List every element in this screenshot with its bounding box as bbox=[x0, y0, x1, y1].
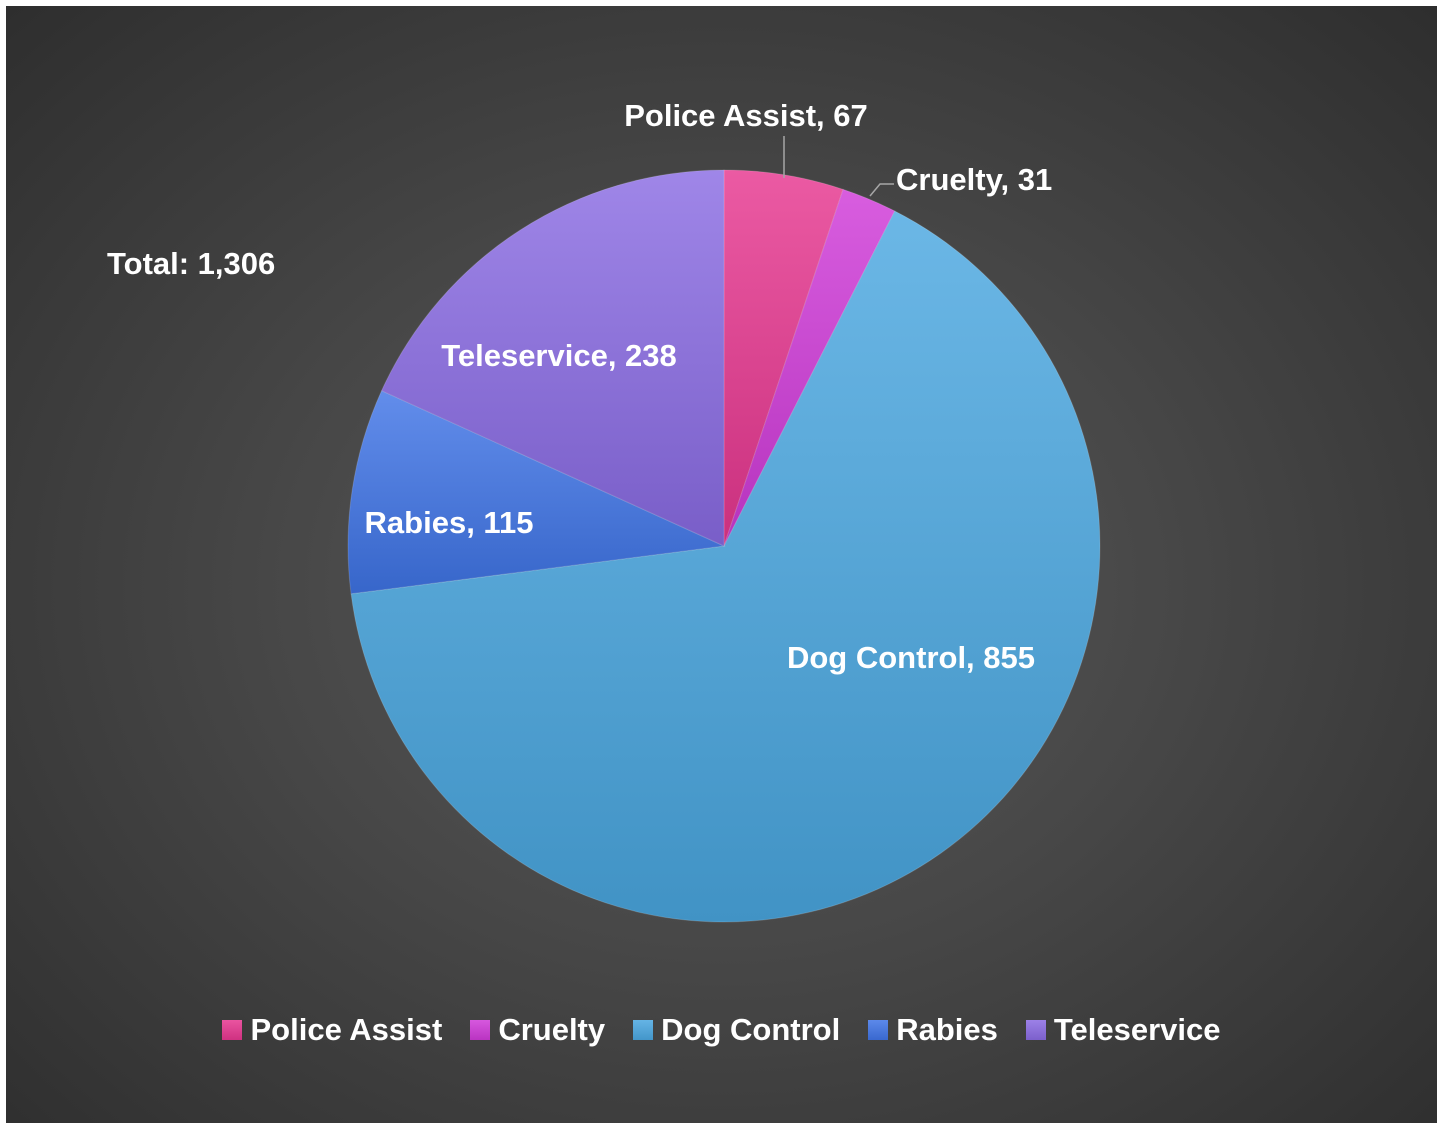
legend-cruelty: Cruelty bbox=[470, 1012, 605, 1048]
legend-rabies-label: Rabies bbox=[896, 1012, 998, 1047]
legend-rabies: Rabies bbox=[868, 1012, 998, 1048]
label-rabies: Rabies, 115 bbox=[365, 505, 534, 540]
label-dog-control: Dog Control, 855 bbox=[787, 640, 1035, 675]
legend-teleservice-swatch bbox=[1025, 1020, 1046, 1040]
label-teleservice: Teleservice, 238 bbox=[441, 338, 677, 373]
label-cruelty: Cruelty, 31 bbox=[896, 162, 1052, 197]
legend-cruelty-label: Cruelty bbox=[498, 1012, 606, 1047]
pie-chart: Police Assist, 67 Cruelty, 31 Dog Control,… bbox=[347, 98, 1101, 923]
label-police-assist: Police Assist, 67 bbox=[624, 98, 868, 133]
chart-area: Police Assist, 67 Cruelty, 31 Dog Control,… bbox=[6, 6, 1437, 1123]
legend-rabies-swatch bbox=[868, 1020, 889, 1040]
legend-dog-control-label: Dog Control bbox=[661, 1012, 841, 1047]
total-label: Total: 1,306 bbox=[107, 246, 276, 281]
legend-police-assist: Police Assist bbox=[222, 1012, 442, 1048]
legend-dog-control: Dog Control bbox=[633, 1012, 840, 1048]
legend-police-assist-swatch bbox=[222, 1020, 243, 1040]
slice-dog-control bbox=[350, 210, 1101, 923]
slice-rabies bbox=[347, 390, 726, 595]
legend-teleservice: Teleservice bbox=[1025, 1012, 1221, 1048]
legend-cruelty-swatch bbox=[470, 1020, 491, 1040]
slice-teleservice bbox=[380, 169, 725, 547]
legend-dog-control-swatch bbox=[633, 1020, 654, 1040]
legend-police-assist-label: Police Assist bbox=[250, 1012, 443, 1047]
label-cruelty-leader-line bbox=[869, 183, 894, 197]
slice-cruelty bbox=[723, 188, 896, 547]
legend-teleservice-label: Teleservice bbox=[1053, 1012, 1221, 1047]
legend: Police Assist Cruelty Dog Control Rabies Tel… bbox=[6, 1012, 1437, 1048]
